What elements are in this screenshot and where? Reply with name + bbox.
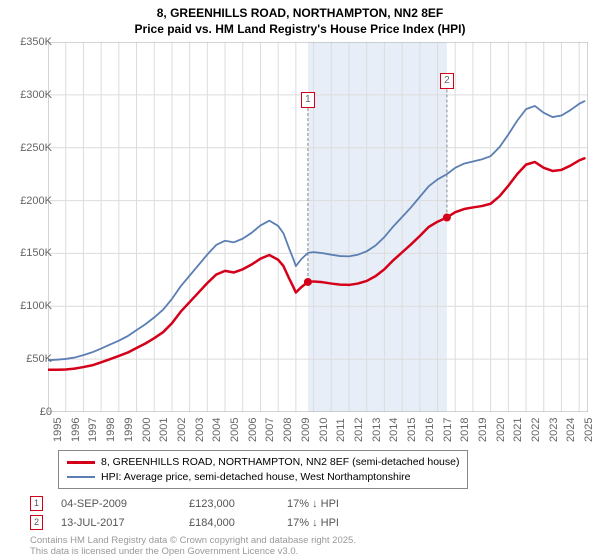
footer-line-2: This data is licensed under the Open Gov… (30, 546, 356, 557)
x-tick-label: 1999 (123, 418, 135, 442)
chart-title: 8, GREENHILLS ROAD, NORTHAMPTON, NN2 8EF… (0, 0, 600, 37)
x-tick-label: 2023 (548, 418, 560, 442)
x-tick-label: 2016 (424, 418, 436, 442)
y-tick-label: £50K (2, 353, 52, 365)
title-line-1: 8, GREENHILLS ROAD, NORTHAMPTON, NN2 8EF (0, 6, 600, 22)
x-tick-label: 2018 (459, 418, 471, 442)
x-tick-label: 2010 (318, 418, 330, 442)
x-tick-label: 2017 (442, 418, 454, 442)
x-tick-label: 2025 (583, 418, 595, 442)
chart-marker-label: 1 (301, 92, 315, 108)
sales-table: 1 04-SEP-2009 £123,000 17% ↓ HPI 2 13-JUL-201… (30, 494, 377, 532)
x-tick-label: 2021 (512, 418, 524, 442)
x-tick-label: 1998 (105, 418, 117, 442)
x-tick-label: 2000 (141, 418, 153, 442)
x-tick-label: 2012 (353, 418, 365, 442)
sales-price: £123,000 (189, 498, 269, 510)
x-tick-label: 2006 (247, 418, 259, 442)
title-line-2: Price paid vs. HM Land Registry's House … (0, 22, 600, 38)
y-tick-label: £100K (2, 300, 52, 312)
sales-marker: 1 (30, 496, 43, 511)
footer-line-1: Contains HM Land Registry data © Crown c… (30, 535, 356, 546)
sales-marker: 2 (30, 515, 43, 530)
sales-price: £184,000 (189, 517, 269, 529)
x-tick-label: 2014 (388, 418, 400, 442)
x-tick-label: 2003 (194, 418, 206, 442)
x-tick-label: 2011 (335, 418, 347, 442)
attribution-footer: Contains HM Land Registry data © Crown c… (30, 535, 356, 558)
legend-swatch (67, 476, 95, 478)
y-tick-label: £350K (2, 36, 52, 48)
x-tick-label: 2019 (477, 418, 489, 442)
legend-label: HPI: Average price, semi-detached house,… (101, 470, 411, 485)
x-tick-label: 2020 (495, 418, 507, 442)
sales-date: 04-SEP-2009 (61, 498, 171, 510)
x-tick-label: 1995 (52, 418, 64, 442)
sales-delta: 17% ↓ HPI (287, 498, 377, 510)
chart-svg (48, 42, 588, 412)
legend-row: HPI: Average price, semi-detached house,… (67, 470, 459, 485)
x-tick-label: 2013 (371, 418, 383, 442)
x-tick-label: 2007 (264, 418, 276, 442)
legend-label: 8, GREENHILLS ROAD, NORTHAMPTON, NN2 8EF… (101, 455, 459, 470)
legend-swatch (67, 461, 95, 464)
sales-row: 1 04-SEP-2009 £123,000 17% ↓ HPI (30, 494, 377, 513)
chart-container: 8, GREENHILLS ROAD, NORTHAMPTON, NN2 8EF… (0, 0, 600, 560)
y-tick-label: £200K (2, 195, 52, 207)
chart-marker-label: 2 (440, 73, 454, 89)
x-tick-label: 2015 (406, 418, 418, 442)
x-tick-label: 2024 (565, 418, 577, 442)
legend-box: 8, GREENHILLS ROAD, NORTHAMPTON, NN2 8EF… (58, 450, 468, 489)
x-tick-label: 2004 (211, 418, 223, 442)
y-tick-label: £300K (2, 89, 52, 101)
x-tick-label: 2001 (158, 418, 170, 442)
x-tick-label: 2009 (300, 418, 312, 442)
y-tick-label: £250K (2, 142, 52, 154)
x-tick-label: 2022 (530, 418, 542, 442)
sales-delta: 17% ↓ HPI (287, 517, 377, 529)
x-tick-label: 2005 (229, 418, 241, 442)
sales-date: 13-JUL-2017 (61, 517, 171, 529)
x-tick-label: 1996 (70, 418, 82, 442)
x-tick-label: 1997 (87, 418, 99, 442)
chart-plot-area (48, 42, 588, 412)
legend-row: 8, GREENHILLS ROAD, NORTHAMPTON, NN2 8EF… (67, 455, 459, 470)
x-tick-label: 2008 (282, 418, 294, 442)
y-tick-label: £150K (2, 247, 52, 259)
y-tick-label: £0 (2, 406, 52, 418)
x-tick-label: 2002 (176, 418, 188, 442)
sales-row: 2 13-JUL-2017 £184,000 17% ↓ HPI (30, 513, 377, 532)
